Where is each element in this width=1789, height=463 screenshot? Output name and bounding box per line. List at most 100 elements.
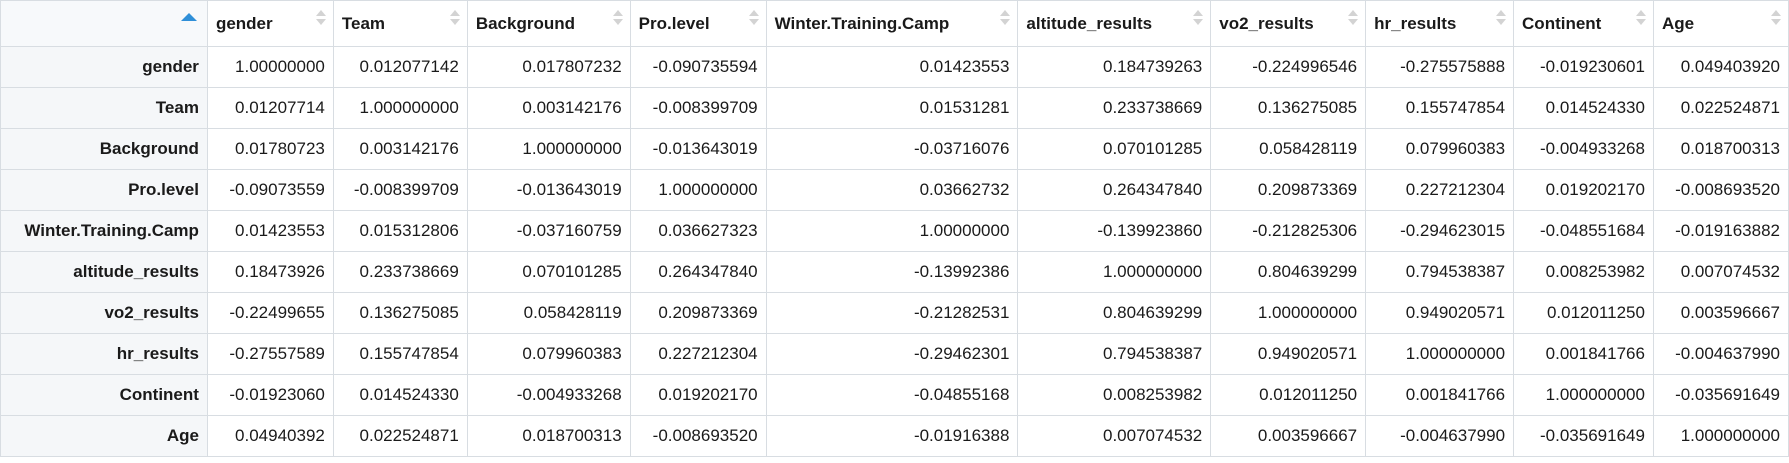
table-cell: 0.014524330: [1513, 87, 1654, 129]
sort-up-icon: [1193, 10, 1204, 16]
sort-arrows-icon: [1193, 10, 1204, 26]
table-cell: 0.01780723: [206, 128, 334, 170]
table-cell: 0.155747854: [1365, 87, 1515, 129]
sort-up-icon: [449, 10, 460, 16]
row-label: Pro.level: [0, 169, 208, 211]
sort-down-icon: [1348, 19, 1359, 25]
table-cell: 0.794538387: [1365, 251, 1515, 293]
table-cell: -0.01923060: [206, 374, 334, 416]
sort-up-icon: [315, 10, 326, 16]
table-cell: -0.03716076: [765, 128, 1019, 170]
table-cell: 1.000000000: [629, 169, 767, 211]
table-cell: 1.000000000: [1513, 374, 1654, 416]
table-cell: -0.09073559: [206, 169, 334, 211]
column-header-continent[interactable]: Continent: [1513, 0, 1654, 47]
table-cell: 0.804639299: [1017, 292, 1212, 334]
row-label: vo2_results: [0, 292, 208, 334]
table-cell: 0.949020571: [1210, 333, 1367, 375]
sort-down-icon: [1193, 19, 1204, 25]
sort-down-icon: [1771, 19, 1781, 25]
column-header-winter-training-camp[interactable]: Winter.Training.Camp: [765, 0, 1019, 47]
sort-down-icon: [1635, 19, 1646, 25]
column-header-label: Pro.level: [638, 13, 710, 33]
table-cell: -0.019230601: [1513, 46, 1654, 88]
table-cell: -0.048551684: [1513, 210, 1654, 252]
column-header-altitude-results[interactable]: altitude_results: [1017, 0, 1212, 47]
table-cell: 0.155747854: [332, 333, 468, 375]
column-header-pro-level[interactable]: Pro.level: [629, 0, 767, 47]
table-cell: 1.000000000: [1652, 415, 1789, 457]
table-cell: 1.00000000: [765, 210, 1019, 252]
table-cell: 0.04940392: [206, 415, 334, 457]
table-cell: -0.004637990: [1365, 415, 1515, 457]
row-label: altitude_results: [0, 251, 208, 293]
row-label: gender: [0, 46, 208, 88]
column-header-vo2-results[interactable]: vo2_results: [1210, 0, 1367, 47]
column-header-label: Background: [475, 13, 575, 33]
sort-up-icon: [748, 10, 759, 16]
table-cell: 0.233738669: [332, 251, 468, 293]
table-cell: -0.27557589: [206, 333, 334, 375]
table-cell: 0.008253982: [1017, 374, 1212, 416]
column-header-label: gender: [215, 13, 273, 33]
table-cell: 0.264347840: [1017, 169, 1212, 211]
table-cell: -0.21282531: [765, 292, 1019, 334]
table-cell: 0.022524871: [1652, 87, 1789, 129]
row-label: Winter.Training.Camp: [0, 210, 208, 252]
table-cell: 0.008253982: [1513, 251, 1654, 293]
table-cell: 0.264347840: [629, 251, 767, 293]
column-header-hr-results[interactable]: hr_results: [1365, 0, 1515, 47]
table-cell: 0.036627323: [629, 210, 767, 252]
table-cell: 0.070101285: [1017, 128, 1212, 170]
table-cell: 0.018700313: [1652, 128, 1789, 170]
table-cell: 0.019202170: [1513, 169, 1654, 211]
table-cell: -0.004637990: [1652, 333, 1789, 375]
table-cell: -0.004933268: [1513, 128, 1654, 170]
table-cell: 0.209873369: [629, 292, 767, 334]
column-header-label: altitude_results: [1026, 13, 1153, 33]
table-row: altitude_results 0.18473926 0.233738669 0.0…: [0, 251, 1789, 293]
table-cell: 1.000000000: [466, 128, 631, 170]
table-cell: 0.003596667: [1210, 415, 1367, 457]
table-cell: 1.000000000: [1210, 292, 1367, 334]
table-cell: -0.22499655: [206, 292, 334, 334]
table-cell: -0.224996546: [1210, 46, 1367, 88]
table-cell: -0.13992386: [765, 251, 1019, 293]
table-cell: 0.003142176: [332, 128, 468, 170]
table-cell: -0.008399709: [332, 169, 468, 211]
table-cell: 0.001841766: [1365, 374, 1515, 416]
table-cell: -0.090735594: [629, 46, 767, 88]
column-header-label: Team: [341, 13, 386, 33]
row-label: Continent: [0, 374, 208, 416]
table-cell: -0.013643019: [629, 128, 767, 170]
sort-arrows-icon: [449, 10, 460, 26]
sort-down-icon: [612, 19, 623, 25]
sort-arrows-icon: [1771, 10, 1781, 26]
table-cell: -0.035691649: [1513, 415, 1654, 457]
column-header-gender[interactable]: gender: [206, 0, 334, 47]
table-cell: 0.079960383: [1365, 128, 1515, 170]
table-cell: -0.139923860: [1017, 210, 1212, 252]
sort-arrows-icon: [1635, 10, 1646, 26]
table-cell: 0.003596667: [1652, 292, 1789, 334]
table-cell: 0.227212304: [629, 333, 767, 375]
table-cell: 0.007074532: [1652, 251, 1789, 293]
table-cell: 0.015312806: [332, 210, 468, 252]
column-header-team[interactable]: Team: [332, 0, 468, 47]
sort-up-icon: [1635, 10, 1646, 16]
table-cell: 0.01531281: [765, 87, 1019, 129]
sort-down-icon: [449, 19, 460, 25]
table-cell: 0.018700313: [466, 415, 631, 457]
table-body: gender 1.00000000 0.012077142 0.017807232 -0…: [0, 46, 1789, 457]
row-label: Age: [0, 415, 208, 457]
table-cell: 0.184739263: [1017, 46, 1212, 88]
table-cell: 0.209873369: [1210, 169, 1367, 211]
sort-ascending-icon: [180, 13, 197, 21]
row-name-header[interactable]: [0, 0, 208, 47]
column-header-background[interactable]: Background: [466, 0, 631, 47]
column-header-age[interactable]: Age: [1652, 0, 1789, 47]
sort-arrows-icon: [748, 10, 759, 26]
table-cell: -0.008693520: [629, 415, 767, 457]
table-cell: 1.00000000: [206, 46, 334, 88]
